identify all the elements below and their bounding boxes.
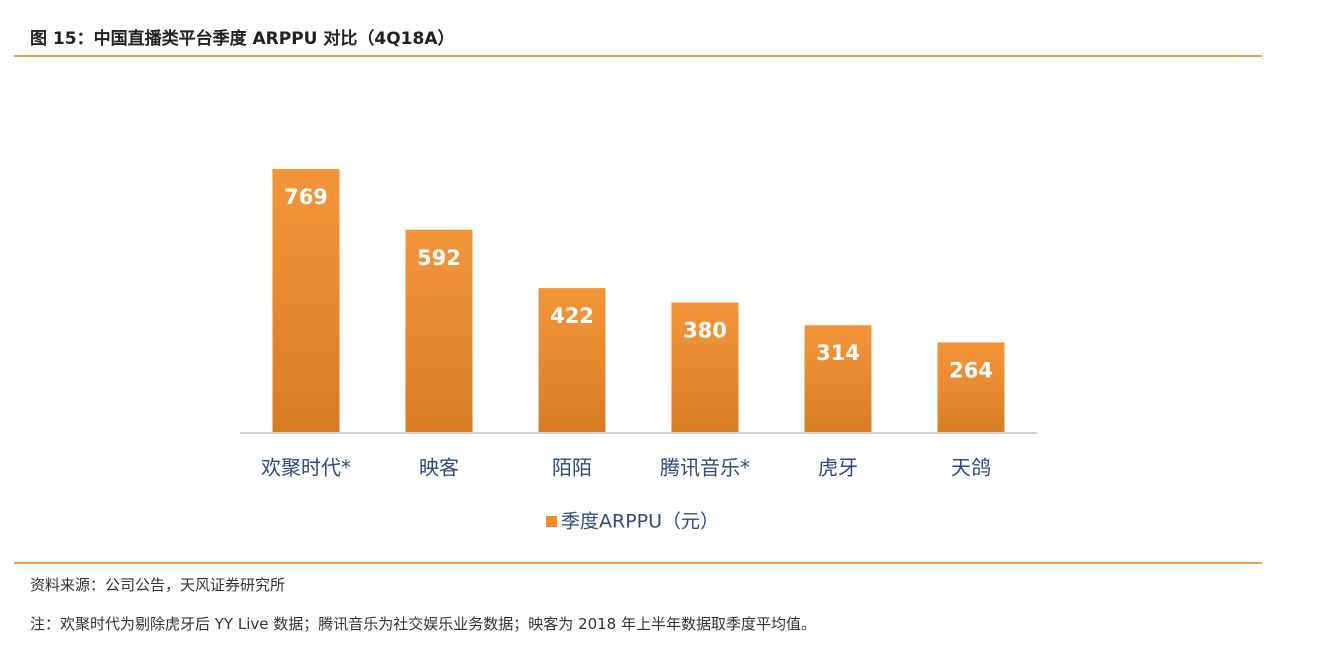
x-tick-label: 虎牙 [818, 456, 858, 480]
value-label: 422 [550, 304, 594, 328]
legend-swatch [546, 516, 557, 527]
figure-title: 图 15：中国直播类平台季度 ARPPU 对比（4Q18A） [30, 29, 455, 49]
value-label: 769 [284, 185, 328, 209]
x-tick-label: 天鸽 [951, 456, 991, 480]
value-label: 264 [949, 358, 993, 382]
x-tick-label: 欢聚时代* [261, 456, 351, 480]
bar-shade [671, 302, 739, 433]
value-label: 314 [816, 341, 860, 365]
value-label: 592 [417, 246, 461, 270]
bar-shade [937, 342, 1005, 433]
x-tick-label: 陌陌 [552, 456, 592, 480]
x-tick-label: 腾讯音乐* [660, 456, 750, 480]
bar-shade [405, 229, 473, 433]
divider [14, 562, 1262, 564]
chart: 769 欢聚时代* 592 映客 422 陌陌 380 腾讯音乐* 314 虎牙 264 天鸽季度AR… [240, 169, 1037, 533]
bar-shade [538, 288, 606, 433]
bar-shade [804, 325, 872, 433]
legend-label: 季度ARPPU（元） [561, 511, 719, 533]
bar-shade [272, 169, 340, 433]
value-label: 380 [683, 319, 727, 343]
source: 资料来源：公司公告，天风证券研究所 [30, 576, 286, 594]
note: 注：欢聚时代为剔除虎牙后 YY Live 数据；腾讯音乐为社交娱乐业务数据；映客… [30, 615, 816, 633]
divider [14, 55, 1262, 57]
x-tick-label: 映客 [419, 456, 459, 480]
